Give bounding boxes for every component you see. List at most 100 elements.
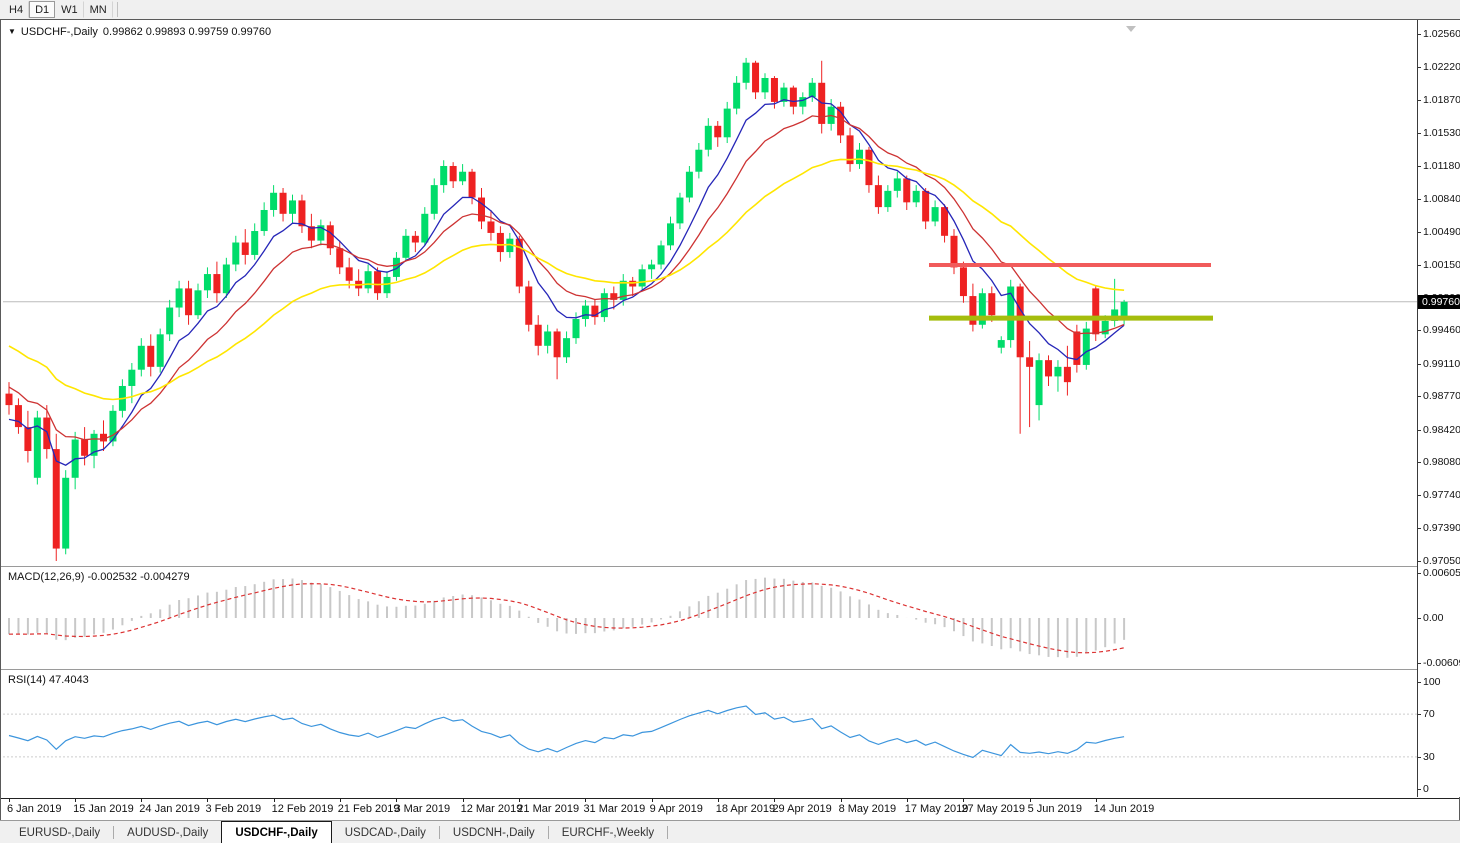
axis-tick xyxy=(1418,330,1421,332)
pane-separator[interactable] xyxy=(1,669,1459,670)
axis-label: 1.01530 xyxy=(1423,126,1460,139)
chart-symbol-label: USDCHF-,Daily xyxy=(20,26,98,38)
macd-pane[interactable] xyxy=(3,568,1417,669)
axis-label: 1.02560 xyxy=(1423,28,1460,40)
toolbar-separator xyxy=(116,2,118,17)
axis-tick xyxy=(1418,714,1421,716)
date-tick xyxy=(906,798,908,802)
date-label: 14 Jun 2019 xyxy=(1093,803,1155,815)
date-label: 21 Mar 2019 xyxy=(517,803,580,815)
date-label: 3 Mar 2019 xyxy=(394,803,451,815)
date-tick xyxy=(462,798,464,802)
chart-dropdown-icon[interactable]: ▼ xyxy=(8,27,16,36)
time-axis-line xyxy=(1,798,1459,799)
axis-tick xyxy=(1418,34,1421,35)
date-label: 9 Apr 2019 xyxy=(649,803,703,815)
axis-label: 0.98420 xyxy=(1423,423,1460,436)
timeframe-toolbar: H4 D1 W1 MN xyxy=(0,0,1460,19)
date-label: 18 Apr 2019 xyxy=(715,803,776,815)
axis-label: 0.99460 xyxy=(1423,324,1460,337)
date-tick xyxy=(774,798,776,802)
date-label: 12 Feb 2019 xyxy=(271,803,334,815)
tab-usdcnh-daily[interactable]: USDCNH-,Daily xyxy=(452,827,535,839)
chart-tabbar: EURUSD-,Daily AUDUSD-,Daily USDCHF-,Dail… xyxy=(0,820,1460,843)
price-axis[interactable]: 1.02560 1.02220 1.01870 1.01530 1.01180 1.008… xyxy=(1417,20,1460,797)
date-label: 8 May 2019 xyxy=(838,803,897,815)
tf-button-mn[interactable]: MN xyxy=(84,1,113,18)
chart-shift-marker xyxy=(1126,26,1136,32)
chart-title: ▼ USDCHF-,Daily 0.99862 0.99893 0.99759 … xyxy=(8,26,271,38)
axis-label: 30 xyxy=(1423,750,1435,763)
macd-signal-line xyxy=(8,583,1125,654)
tf-button-w1[interactable]: W1 xyxy=(55,1,84,18)
date-tick xyxy=(717,798,719,802)
date-tick xyxy=(273,798,275,802)
tab-separator xyxy=(667,826,669,839)
rsi-pane[interactable] xyxy=(3,671,1417,798)
axis-label: 1.00150 xyxy=(1423,258,1460,271)
axis-tick xyxy=(1418,462,1421,464)
date-tick xyxy=(339,798,341,802)
axis-tick xyxy=(1418,682,1421,683)
axis-label: 0.006058 xyxy=(1423,567,1460,580)
time-axis: 6 Jan 2019 15 Jan 2019 24 Jan 2019 3 Feb 20… xyxy=(1,798,1459,821)
macd-indicator-label: MACD(12,26,9) -0.002532 -0.004279 xyxy=(8,571,190,583)
axis-tick xyxy=(1418,528,1421,530)
date-label: 21 Feb 2019 xyxy=(337,803,400,815)
date-tick xyxy=(963,798,965,802)
tab-usdchf-daily[interactable]: USDCHF-,Daily xyxy=(221,821,332,843)
date-label: 17 May 2019 xyxy=(904,803,969,815)
tab-audusd-daily[interactable]: AUDUSD-,Daily xyxy=(127,827,209,839)
chart-ohlc-values: 0.99862 0.99893 0.99759 0.99760 xyxy=(102,26,272,38)
tab-separator xyxy=(113,826,115,839)
fast-ma-blue xyxy=(8,95,1125,466)
axis-label: 1.01180 xyxy=(1423,159,1460,172)
axis-label: 1.00840 xyxy=(1423,192,1460,205)
axis-label: 0.97740 xyxy=(1423,489,1460,501)
axis-label: 1.01870 xyxy=(1423,93,1460,106)
tab-separator xyxy=(438,826,440,839)
date-label: 3 Feb 2019 xyxy=(205,803,262,815)
date-tick xyxy=(840,798,842,802)
axis-tick xyxy=(1418,165,1421,167)
axis-tick xyxy=(1418,363,1421,365)
axis-label: 0.98080 xyxy=(1423,456,1460,469)
date-tick xyxy=(9,798,10,802)
axis-label: 0.99110 xyxy=(1423,357,1460,370)
tab-separator xyxy=(547,826,549,839)
axis-tick xyxy=(1418,495,1421,496)
tab-eurusd-daily[interactable]: EURUSD-,Daily xyxy=(19,827,101,839)
axis-label: 0 xyxy=(1423,783,1429,795)
date-label: 5 Jun 2019 xyxy=(1027,803,1083,815)
axis-tick xyxy=(1418,663,1421,665)
axis-tick xyxy=(1418,198,1421,200)
axis-tick xyxy=(1418,561,1421,562)
date-label: 15 Jan 2019 xyxy=(73,803,134,815)
axis-label: 100 xyxy=(1423,676,1441,688)
axis-tick xyxy=(1418,573,1421,575)
axis-label: 0.97050 xyxy=(1423,555,1460,567)
date-tick xyxy=(585,798,587,802)
slow-ma-yellow xyxy=(8,158,1125,401)
date-label: 24 Jan 2019 xyxy=(139,803,200,815)
axis-tick xyxy=(1418,618,1421,619)
tab-usdcad-daily[interactable]: USDCAD-,Daily xyxy=(344,827,426,839)
axis-tick xyxy=(1418,756,1421,758)
price-chart-pane[interactable] xyxy=(3,23,1417,566)
axis-label: -0.006091 xyxy=(1423,657,1460,670)
tab-eurchf-weekly[interactable]: EURCHF-,Weekly xyxy=(561,827,655,839)
date-label: 6 Jan 2019 xyxy=(7,803,62,815)
tf-button-h4[interactable]: H4 xyxy=(3,1,30,18)
axis-label: 0.97390 xyxy=(1423,522,1460,535)
date-label: 27 May 2019 xyxy=(961,803,1026,815)
date-label: 29 Apr 2019 xyxy=(772,803,832,815)
axis-label: 1.00490 xyxy=(1423,225,1460,238)
tf-button-d1[interactable]: D1 xyxy=(29,1,56,18)
axis-tick xyxy=(1418,396,1421,398)
pane-separator[interactable] xyxy=(1,566,1459,567)
date-tick xyxy=(1095,798,1097,802)
date-tick xyxy=(396,798,398,802)
axis-label: 0.00 xyxy=(1423,612,1444,624)
axis-label: 0.98770 xyxy=(1423,390,1460,403)
